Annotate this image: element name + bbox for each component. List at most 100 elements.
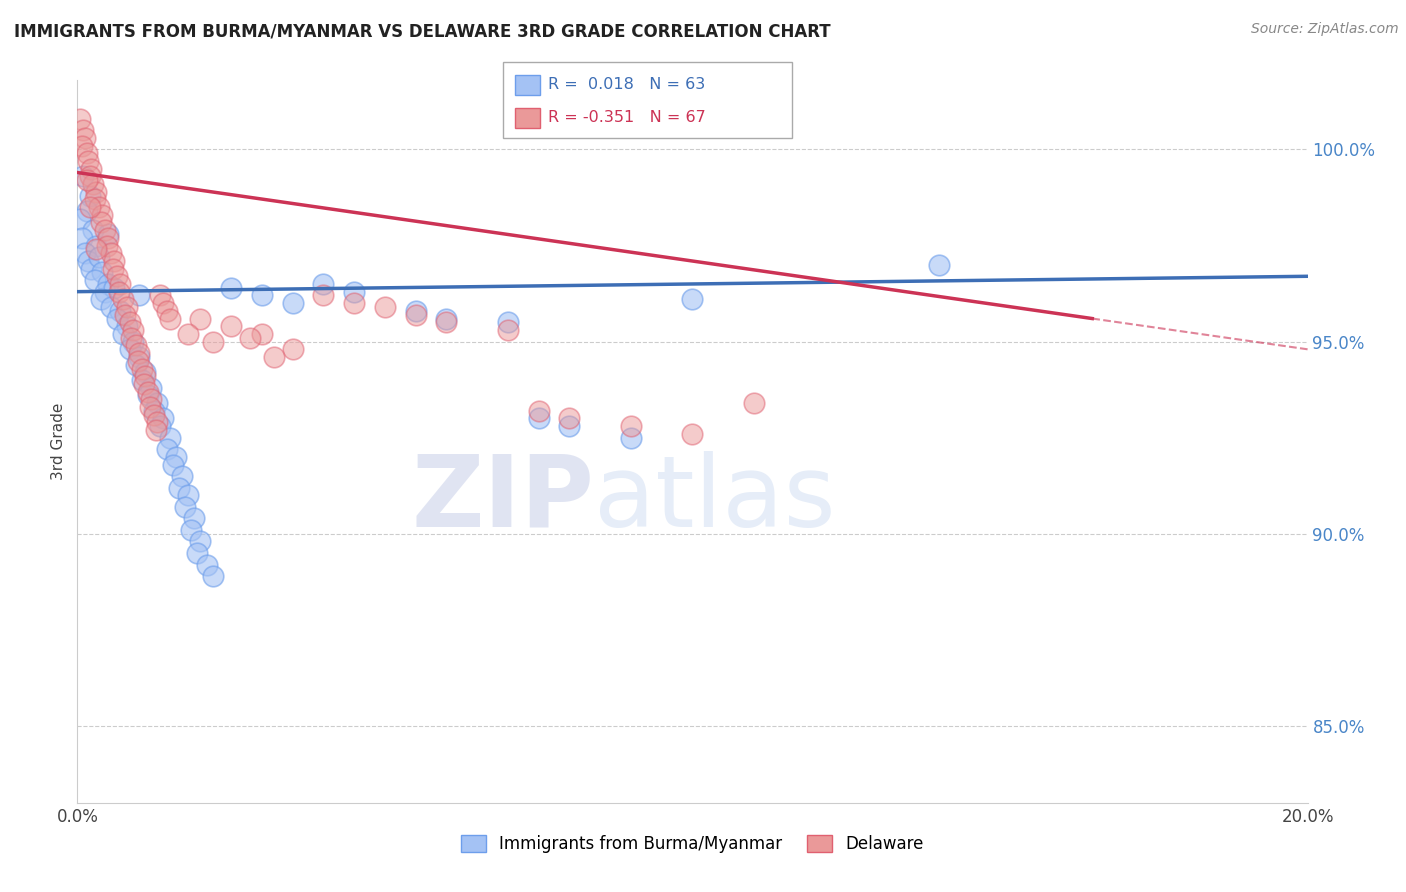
Point xyxy=(69,112,91,126)
Point xyxy=(76,146,98,161)
Point xyxy=(281,296,304,310)
Point xyxy=(103,253,125,268)
Point xyxy=(83,273,105,287)
Point xyxy=(125,338,148,352)
Point xyxy=(177,488,200,502)
Point xyxy=(177,326,200,341)
Point xyxy=(97,277,120,291)
Point xyxy=(682,426,704,441)
Point xyxy=(115,319,138,334)
Point xyxy=(77,153,100,168)
Point xyxy=(112,293,135,307)
Point xyxy=(131,361,153,376)
Point xyxy=(152,411,174,425)
Point xyxy=(97,231,120,245)
Point xyxy=(343,285,366,299)
Point xyxy=(682,293,704,307)
Point xyxy=(72,169,94,184)
Point xyxy=(76,203,98,218)
Point xyxy=(250,288,273,302)
Point xyxy=(219,319,242,334)
Point xyxy=(108,285,131,299)
Point xyxy=(195,558,218,572)
Point xyxy=(79,200,101,214)
Point xyxy=(136,388,159,402)
Point xyxy=(143,404,166,418)
Point xyxy=(155,304,177,318)
Point xyxy=(239,331,262,345)
Point xyxy=(73,131,96,145)
Text: IMMIGRANTS FROM BURMA/MYANMAR VS DELAWARE 3RD GRADE CORRELATION CHART: IMMIGRANTS FROM BURMA/MYANMAR VS DELAWAR… xyxy=(14,22,831,40)
Point xyxy=(180,523,202,537)
Point xyxy=(73,246,96,260)
Point xyxy=(143,408,166,422)
Point xyxy=(90,265,114,279)
Point xyxy=(250,326,273,341)
Point xyxy=(82,223,104,237)
Point xyxy=(620,419,643,434)
Point xyxy=(201,334,224,349)
Point xyxy=(105,269,128,284)
Point xyxy=(97,227,120,241)
Point xyxy=(70,231,93,245)
Point xyxy=(312,277,335,291)
Point xyxy=(94,223,117,237)
Point xyxy=(496,315,519,329)
Point xyxy=(84,238,107,252)
Point xyxy=(115,300,138,314)
Point xyxy=(80,161,103,176)
Point xyxy=(183,511,205,525)
Point xyxy=(141,392,163,407)
Point xyxy=(103,281,125,295)
Point xyxy=(159,431,181,445)
Point xyxy=(496,323,519,337)
Point xyxy=(155,442,177,457)
Point xyxy=(186,546,208,560)
Point xyxy=(90,293,112,307)
Point xyxy=(149,288,172,302)
Point xyxy=(527,404,550,418)
Point xyxy=(121,331,143,345)
Point xyxy=(118,315,141,329)
Point xyxy=(131,373,153,387)
Point xyxy=(69,211,91,226)
Point xyxy=(136,384,159,399)
Point xyxy=(77,253,100,268)
Point xyxy=(100,300,122,314)
Point xyxy=(139,400,162,414)
Point xyxy=(405,308,427,322)
Text: R = -0.351   N = 67: R = -0.351 N = 67 xyxy=(548,111,706,125)
Point xyxy=(188,311,212,326)
Point xyxy=(110,304,132,318)
Text: R =  0.018   N = 63: R = 0.018 N = 63 xyxy=(548,78,706,92)
Point xyxy=(558,419,581,434)
Text: Source: ZipAtlas.com: Source: ZipAtlas.com xyxy=(1251,22,1399,37)
Point xyxy=(83,193,105,207)
Point xyxy=(162,458,184,472)
Point xyxy=(159,311,181,326)
Point xyxy=(90,215,112,229)
Point xyxy=(281,343,304,357)
Point xyxy=(165,450,187,464)
Point xyxy=(112,326,135,341)
Point xyxy=(128,288,150,302)
Point xyxy=(174,500,197,514)
Point xyxy=(90,208,114,222)
Point xyxy=(132,376,155,391)
Point xyxy=(128,346,150,360)
Point xyxy=(114,308,136,322)
Point xyxy=(84,185,107,199)
Point xyxy=(436,311,458,326)
Point xyxy=(343,296,366,310)
Point xyxy=(167,481,190,495)
Point xyxy=(79,169,101,184)
Point xyxy=(436,315,458,329)
Point xyxy=(96,238,118,252)
Point xyxy=(527,411,550,425)
Point xyxy=(134,365,156,379)
Point xyxy=(128,350,150,364)
Point xyxy=(146,396,169,410)
Point xyxy=(146,415,169,429)
Point xyxy=(80,261,103,276)
Point xyxy=(152,296,174,310)
